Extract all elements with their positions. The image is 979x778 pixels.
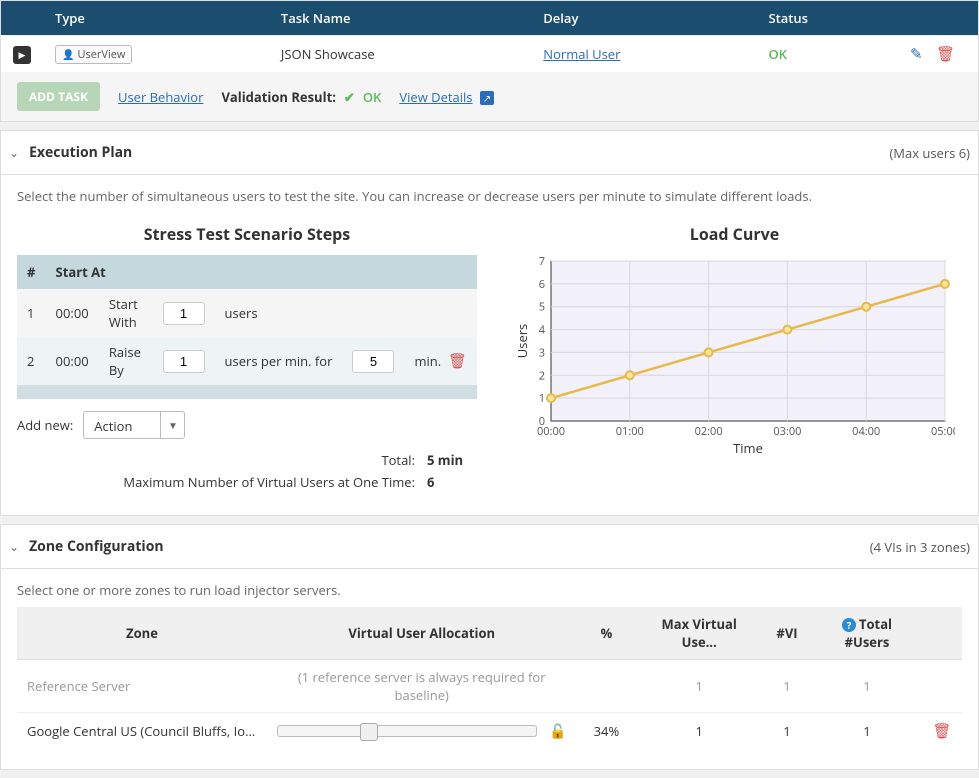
header-delay: Delay bbox=[531, 1, 756, 36]
load-curve-chart: 0123456700:0001:0002:0003:0004:0005:00Ti… bbox=[515, 255, 955, 455]
allocation-slider[interactable] bbox=[277, 725, 537, 737]
steps-header-start-at: Start At bbox=[46, 255, 477, 289]
svg-text:7: 7 bbox=[538, 255, 544, 269]
header-task-name: Task Name bbox=[269, 1, 531, 36]
total-label: Total: bbox=[381, 451, 415, 469]
svg-text:2: 2 bbox=[538, 368, 544, 383]
help-icon[interactable]: ? bbox=[842, 618, 856, 632]
svg-text:02:00: 02:00 bbox=[694, 424, 722, 439]
external-link-icon[interactable]: ↗ bbox=[480, 91, 494, 105]
unlock-icon[interactable]: 🔓 bbox=[549, 722, 566, 741]
svg-text:4: 4 bbox=[538, 323, 545, 338]
delete-step-icon[interactable]: 🗑 bbox=[448, 351, 467, 371]
steps-title: Stress Test Scenario Steps bbox=[17, 223, 477, 245]
svg-text:Time: Time bbox=[733, 439, 763, 455]
dropdown-arrow-icon: ▼ bbox=[160, 412, 184, 438]
validation-status: OK bbox=[363, 88, 382, 106]
status-text: OK bbox=[768, 45, 787, 63]
start-with-input[interactable] bbox=[163, 302, 205, 325]
slider-thumb[interactable] bbox=[360, 723, 378, 741]
zone-header-maxvu: Max Virtual Use… bbox=[636, 607, 762, 660]
total-value: 5 min bbox=[427, 451, 477, 469]
zone-table: Zone Virtual User Allocation % Max Virtu… bbox=[17, 607, 962, 749]
svg-text:3: 3 bbox=[538, 345, 544, 360]
add-task-button[interactable]: ADD TASK bbox=[17, 82, 100, 111]
delete-icon[interactable]: 🗑 bbox=[936, 44, 955, 64]
type-badge: UserView bbox=[55, 45, 132, 64]
zone-config-meta: (4 VIs in 3 zones) bbox=[870, 538, 970, 556]
header-type: Type bbox=[43, 1, 269, 36]
zone-header-zone: Zone bbox=[17, 607, 267, 660]
step-row: 1 00:00 Start With users bbox=[17, 289, 477, 337]
action-dropdown[interactable]: Action ▼ bbox=[83, 411, 185, 439]
chevron-down-icon[interactable]: ⌄ bbox=[9, 538, 19, 555]
zone-row: Google Central US (Council Bluffs, Io… 🔓… bbox=[17, 713, 962, 750]
task-toolbar: ADD TASK User Behavior Validation Result… bbox=[1, 72, 978, 121]
execution-plan-meta: (Max users 6) bbox=[889, 144, 970, 162]
execution-plan-desc: Select the number of simultaneous users … bbox=[17, 187, 962, 205]
svg-text:03:00: 03:00 bbox=[773, 424, 801, 439]
svg-text:5: 5 bbox=[538, 300, 544, 315]
execution-plan-title: Execution Plan bbox=[29, 143, 889, 162]
delay-link[interactable]: Normal User bbox=[543, 45, 620, 63]
maxvu-label: Maximum Number of Virtual Users at One T… bbox=[123, 473, 415, 491]
zone-header-alloc: Virtual User Allocation bbox=[267, 607, 576, 660]
zone-header-pct: % bbox=[576, 607, 636, 660]
check-icon: ✔ bbox=[344, 88, 355, 106]
steps-header-num: # bbox=[17, 255, 46, 289]
svg-text:6: 6 bbox=[538, 277, 544, 292]
task-table: Type Task Name Delay Status ▶ UserView J… bbox=[1, 1, 978, 72]
expand-icon[interactable]: ▶ bbox=[13, 46, 31, 64]
svg-text:05:00: 05:00 bbox=[930, 424, 954, 439]
zone-header-total: ?Total #Users bbox=[812, 607, 922, 660]
chevron-down-icon[interactable]: ⌄ bbox=[9, 144, 19, 161]
raise-by-input[interactable] bbox=[163, 350, 205, 373]
delete-zone-icon[interactable]: 🗑 bbox=[932, 721, 951, 741]
svg-text:01:00: 01:00 bbox=[615, 424, 643, 439]
header-status: Status bbox=[756, 1, 898, 36]
edit-icon[interactable]: ✎ bbox=[910, 44, 923, 64]
zone-config-title: Zone Configuration bbox=[29, 537, 870, 556]
zone-row: Reference Server (1 reference server is … bbox=[17, 660, 962, 713]
task-row: ▶ UserView JSON Showcase Normal User OK … bbox=[1, 36, 978, 73]
task-name-cell: JSON Showcase bbox=[269, 36, 531, 73]
svg-text:00:00: 00:00 bbox=[536, 424, 564, 439]
svg-text:Users: Users bbox=[515, 324, 531, 358]
duration-input[interactable] bbox=[352, 350, 394, 373]
steps-table: # Start At 1 00:00 Start With users bbox=[17, 255, 477, 399]
svg-text:04:00: 04:00 bbox=[852, 424, 880, 439]
chart-title: Load Curve bbox=[507, 223, 962, 245]
maxvu-value: 6 bbox=[427, 473, 477, 491]
zone-config-desc: Select one or more zones to run load inj… bbox=[17, 581, 962, 599]
zone-header-nvi: #VI bbox=[762, 607, 812, 660]
user-behavior-link[interactable]: User Behavior bbox=[118, 88, 203, 106]
validation-label: Validation Result: bbox=[221, 88, 335, 106]
svg-text:1: 1 bbox=[538, 391, 544, 406]
step-row: 2 00:00 Raise By users per min. for min.… bbox=[17, 337, 477, 385]
addnew-label: Add new: bbox=[17, 416, 73, 434]
view-details-link[interactable]: View Details bbox=[399, 88, 472, 106]
